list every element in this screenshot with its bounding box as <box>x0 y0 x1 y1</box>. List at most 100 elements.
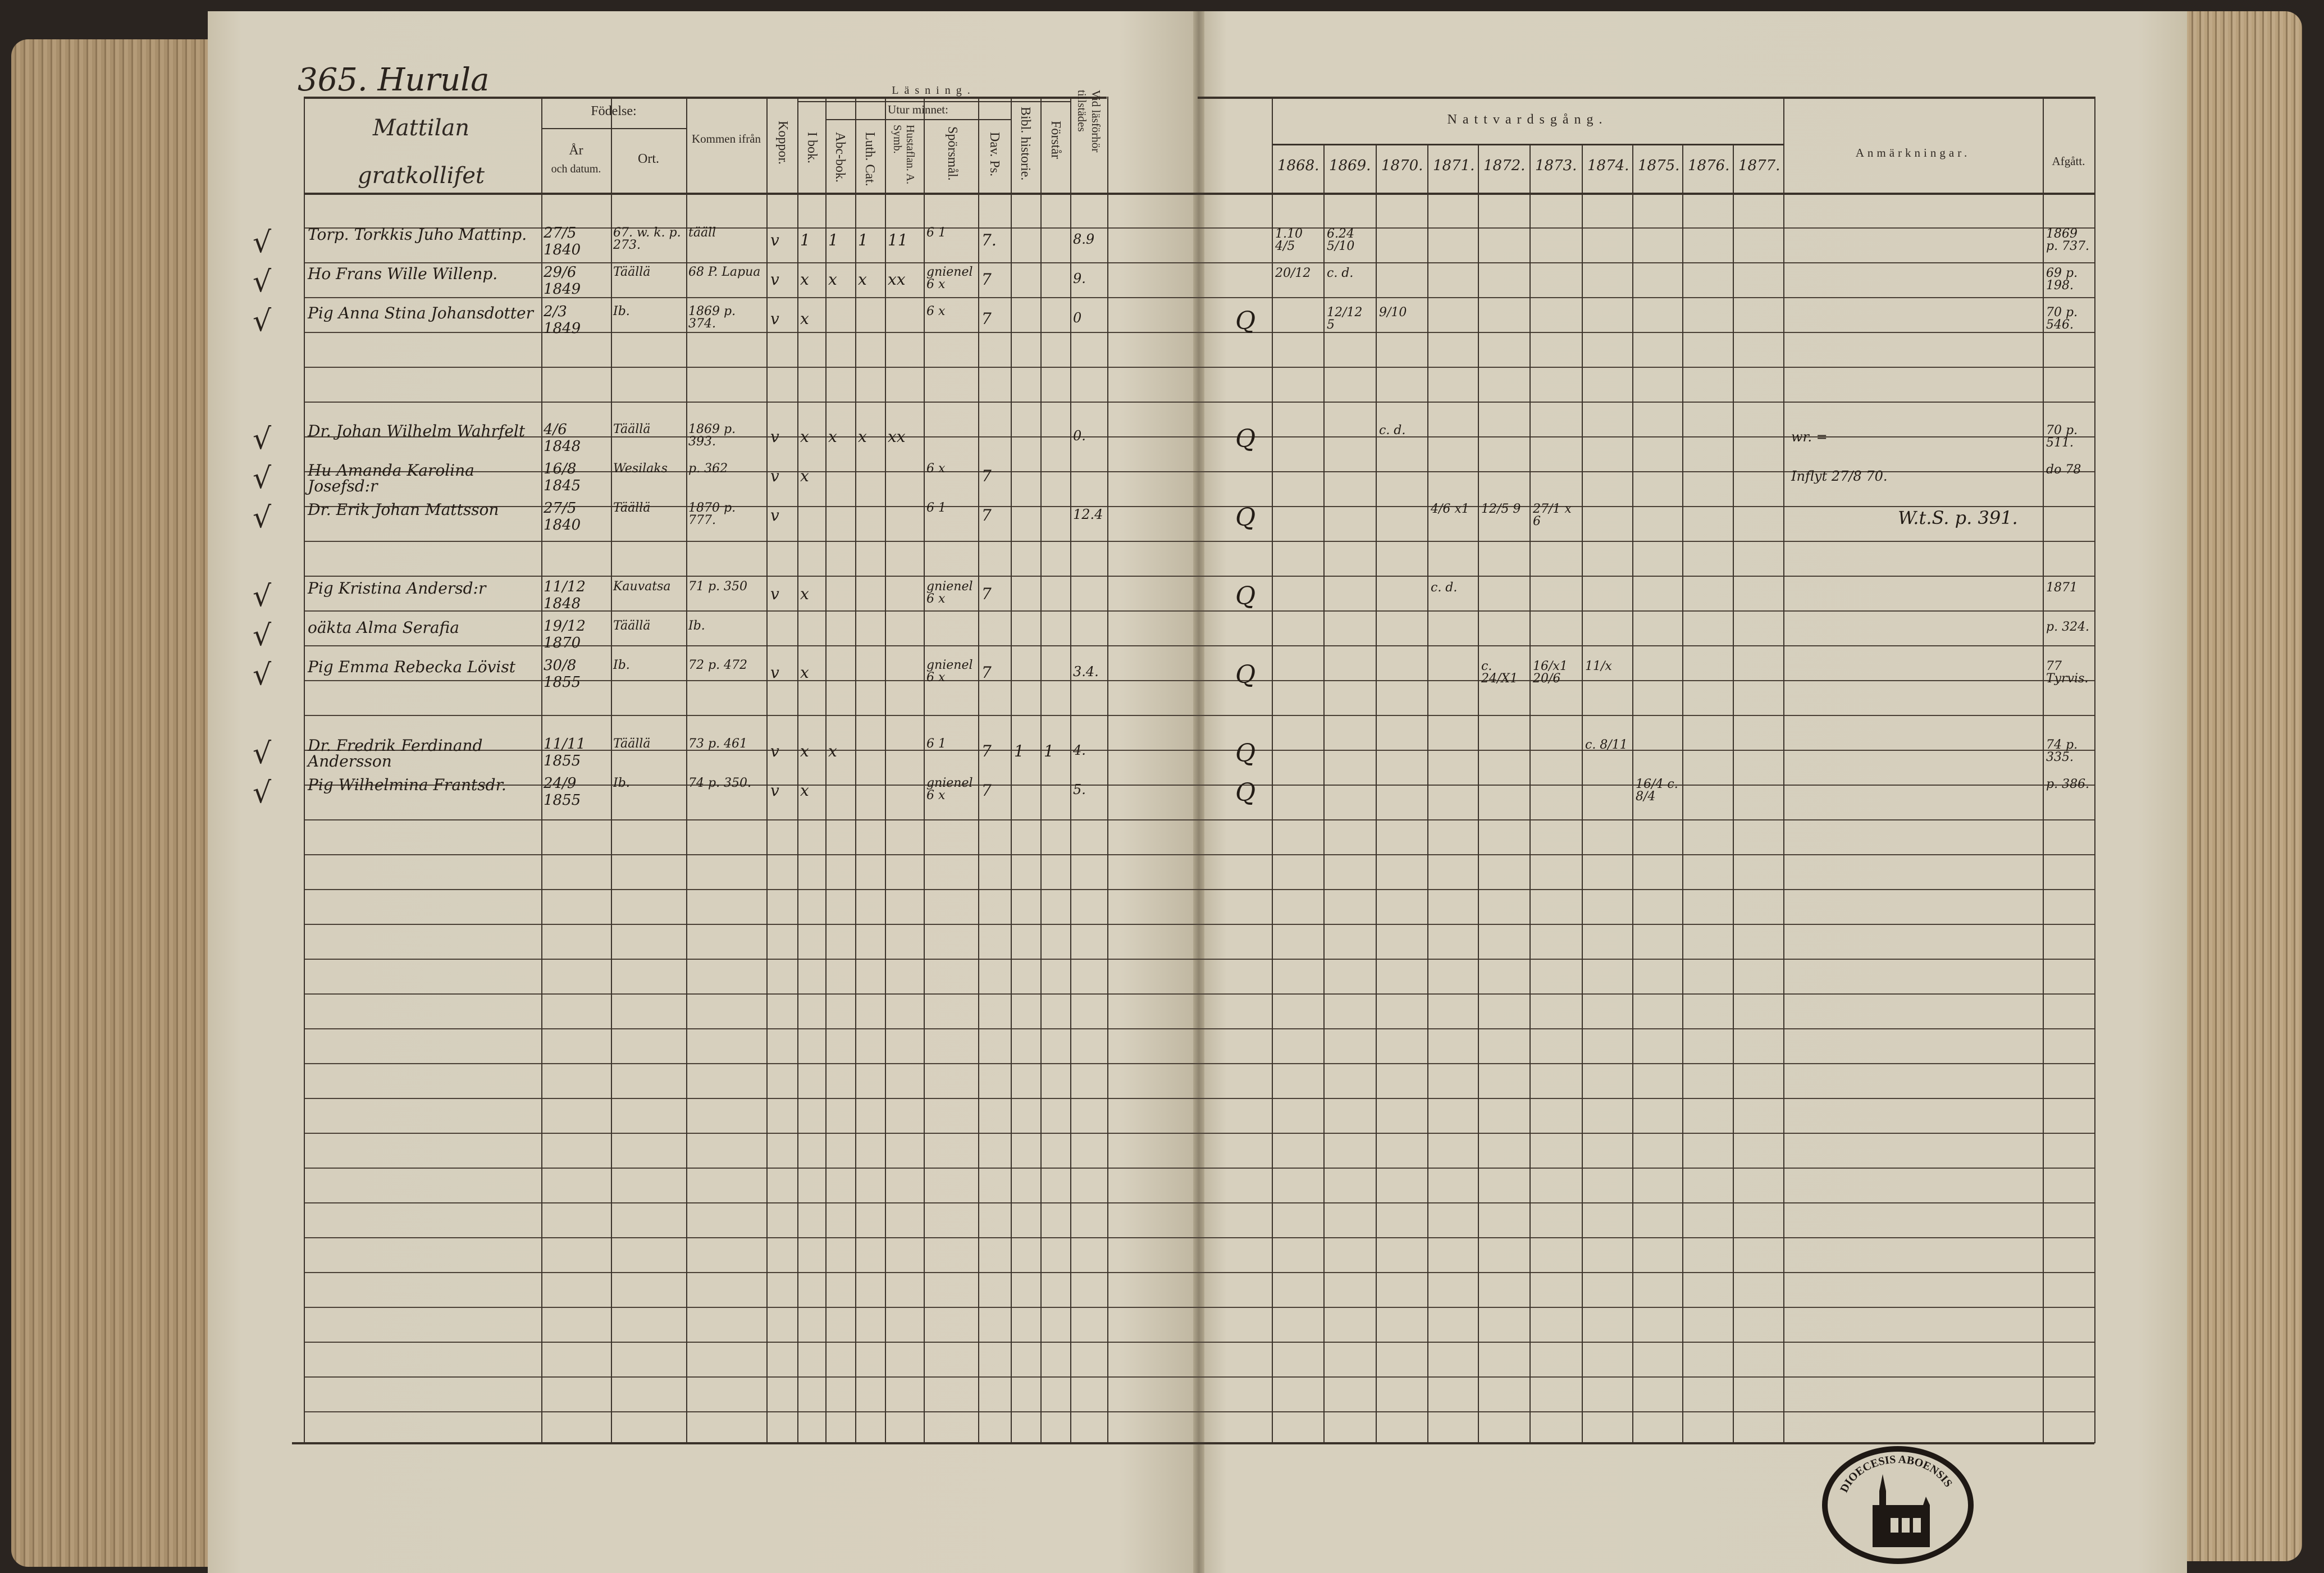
communion-entry: 16/4 c. 8/4 <box>1636 777 1678 804</box>
communion-mark: Q <box>1235 660 1256 689</box>
entry-name: Pig Kristina Andersd:r <box>308 579 486 598</box>
entry-i-bok: x <box>800 781 809 800</box>
entry-dav: 7 <box>981 663 992 682</box>
departure-note: 70 p. 546. <box>2046 306 2078 332</box>
column-divider <box>304 97 305 1444</box>
communion-entry: 20/12 <box>1275 266 1311 280</box>
entry-kommen: p. 362 <box>688 462 728 476</box>
year-header-8: 1876. <box>1688 157 1730 174</box>
header-name-line1: Mattilan <box>372 115 470 141</box>
entry-koppor: v <box>770 585 779 603</box>
column-divider <box>1632 144 1633 1443</box>
entry-name: Hu Amanda Karolina Josefsd:r <box>308 461 474 495</box>
entry-day: 19/12 <box>544 618 586 635</box>
communion-entry: 12/12 5 <box>1327 306 1363 332</box>
year-header-0: 1868. <box>1277 157 1319 174</box>
entry-bibl: 1 <box>1014 742 1024 760</box>
communion-entry: c. 24/X1 <box>1481 659 1518 686</box>
entry-i-bok: x <box>800 663 809 682</box>
fodelse-rule <box>541 128 686 129</box>
year-header-2: 1870. <box>1381 157 1423 174</box>
entry-year: 1855 <box>544 792 581 809</box>
entry-day: 11/12 <box>544 578 586 595</box>
remark: Inflyt 27/8 70. <box>1791 468 1888 484</box>
table-top-rule <box>304 97 1107 99</box>
column-divider <box>978 97 979 1444</box>
year-header-3: 1871. <box>1433 157 1475 174</box>
communion-entry: 9/10 <box>1379 306 1407 320</box>
column-divider <box>2094 97 2095 1443</box>
entry-year: 1855 <box>544 753 581 769</box>
column-divider <box>1040 97 1042 1444</box>
communion-entry: 1.10 4/5 <box>1275 227 1303 253</box>
column-divider <box>766 97 768 1444</box>
right-table-top-rule <box>1198 97 2094 99</box>
header-hustaflan: Hustaflan. A. Symb. <box>891 125 916 185</box>
entry-dav: 7. <box>981 231 997 249</box>
entry-name: Dr. Erik Johan Mattsson <box>308 500 499 519</box>
header-anmarkningar: Anmärkningar. <box>1855 146 1971 159</box>
book-page-edges-left <box>11 39 213 1567</box>
entry-ort: Wesilaks <box>613 462 668 476</box>
entry-spors: gnienel 6 x <box>926 776 973 803</box>
communion-mark: Q <box>1235 307 1256 335</box>
entry-dav: 7 <box>981 309 992 328</box>
entry-day: 30/8 <box>544 657 577 674</box>
departure-note: 69 p. 198. <box>2046 266 2078 293</box>
entry-ort: Ib. <box>613 304 630 318</box>
check-mark: √ <box>253 501 272 535</box>
column-divider <box>1682 144 1683 1443</box>
diocese-seal-stamp: DIOECESIS ABOENSIS <box>1822 1446 1974 1564</box>
departure-note: 70 p. 511. <box>2046 423 2078 450</box>
entry-ort: Ib. <box>613 658 630 672</box>
entry-abc: 1 <box>828 231 838 249</box>
entry-year: 1849 <box>544 320 581 337</box>
communion-mark: Q <box>1235 582 1256 610</box>
entry-name: Torp. Torkkis Juho Mattinp. <box>308 225 527 244</box>
entry-luth: x <box>858 270 867 289</box>
column-divider <box>1107 97 1108 1444</box>
communion-entry: 4/6 x1 <box>1431 502 1469 516</box>
entry-spors: 6 1 <box>926 737 946 751</box>
communion-entry: 11/x <box>1585 659 1612 673</box>
entry-ort: 67. w. k. p. 273. <box>613 226 681 252</box>
header-och-datum: och datum. <box>551 163 601 175</box>
remark: W.t.S. p. 391. <box>1898 507 2018 528</box>
header-fodelse: Födelse: <box>591 104 637 118</box>
column-divider <box>1582 144 1583 1443</box>
column-divider <box>924 97 925 1444</box>
entry-day: 11/11 <box>544 736 586 753</box>
entry-abc: x <box>828 427 837 446</box>
page-title: 365. Hurula <box>298 62 490 98</box>
entry-vid: 3.4. <box>1073 664 1099 680</box>
header-forstar: Förstår <box>1048 121 1063 159</box>
header-name-line2: gratkollifet <box>358 163 485 189</box>
entry-spors: 6 1 <box>926 226 946 240</box>
entry-day: 27/5 <box>544 225 577 241</box>
entry-day: 4/6 <box>544 421 567 438</box>
entry-koppor: v <box>770 506 779 525</box>
communion-entry: 27/1 x 6 <box>1533 502 1572 528</box>
right-table-bottom-rule <box>1198 1442 2094 1444</box>
header-lasning: Läsning. <box>892 84 976 97</box>
entry-koppor: v <box>770 309 779 328</box>
communion-entry: 6.24 5/10 <box>1327 227 1355 253</box>
column-divider <box>825 97 827 1444</box>
entry-koppor: v <box>770 663 779 682</box>
check-mark: √ <box>253 658 272 692</box>
entry-luth: x <box>858 427 867 446</box>
entry-kommen: 71 p. 350 <box>688 580 748 594</box>
entry-luth: 1 <box>858 231 868 249</box>
header-sporsmal: Spörsmål. <box>945 126 960 181</box>
entry-i-bok: x <box>800 467 809 485</box>
communion-entry: c. d. <box>1379 423 1406 437</box>
entry-dav: 7 <box>981 270 992 289</box>
entry-i-bok: x <box>800 585 809 603</box>
column-divider <box>1733 144 1734 1443</box>
entry-kommen: 74 p. 350. <box>688 776 752 790</box>
entry-kommen: tääll <box>688 226 716 240</box>
entry-koppor: v <box>770 231 779 249</box>
years-top-rule <box>1272 144 1783 145</box>
book-page-edges-right <box>2173 11 2302 1561</box>
entry-koppor: v <box>770 427 779 446</box>
